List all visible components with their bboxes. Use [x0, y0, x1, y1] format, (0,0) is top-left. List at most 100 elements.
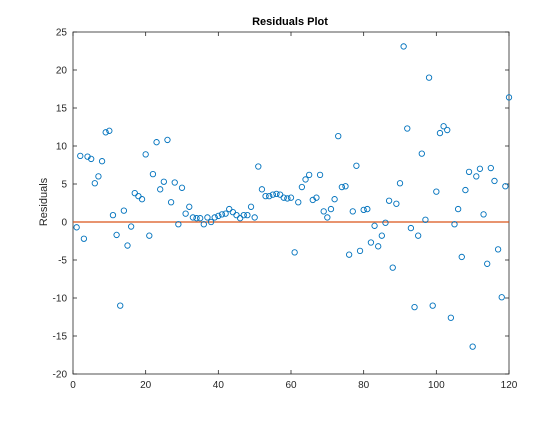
data-point — [226, 205, 233, 213]
data-point — [280, 194, 287, 201]
data-point — [287, 194, 295, 201]
data-point — [258, 186, 266, 193]
data-point — [345, 251, 353, 258]
data-point — [433, 188, 440, 195]
data-point — [407, 224, 415, 232]
data-point — [295, 199, 302, 206]
data-point — [167, 199, 175, 206]
data-point — [505, 94, 513, 101]
data-point — [138, 196, 146, 203]
data-point — [367, 239, 375, 246]
data-point — [218, 211, 226, 218]
data-point — [157, 186, 164, 193]
data-point — [222, 210, 229, 217]
data-point — [142, 151, 149, 158]
data-point — [396, 180, 404, 187]
data-point — [476, 165, 484, 172]
data-point — [400, 43, 407, 50]
data-point — [320, 208, 327, 215]
y-tick-label: -15 — [53, 332, 68, 343]
data-point — [193, 215, 200, 222]
data-point — [338, 183, 346, 191]
data-point — [207, 218, 215, 226]
data-point — [331, 196, 338, 203]
data-point — [462, 186, 469, 194]
data-point — [255, 163, 262, 170]
data-point — [429, 302, 436, 309]
data-point — [233, 212, 240, 219]
data-point — [422, 216, 429, 223]
data-point — [494, 246, 502, 253]
data-point — [480, 211, 487, 218]
data-point — [244, 212, 251, 219]
data-point — [189, 214, 197, 221]
data-point — [324, 214, 331, 221]
data-point — [382, 219, 389, 226]
data-point — [436, 129, 444, 137]
data-point — [91, 180, 98, 187]
data-point — [215, 212, 222, 220]
data-point — [240, 212, 247, 219]
data-point — [298, 183, 306, 191]
data-point — [385, 197, 393, 204]
data-point — [484, 260, 491, 267]
y-tick-label: -10 — [53, 294, 68, 305]
data-point — [444, 126, 451, 134]
data-point — [171, 179, 178, 186]
data-point — [378, 232, 385, 239]
data-point — [451, 221, 458, 228]
data-point — [251, 214, 258, 221]
data-point — [164, 136, 171, 144]
data-point — [266, 193, 273, 200]
chart-title: Residuals Plot — [252, 16, 328, 28]
data-point — [440, 123, 447, 130]
y-tick-label: -5 — [58, 256, 67, 267]
data-point — [124, 242, 131, 249]
data-point — [415, 232, 422, 239]
y-axis-label: Residuals — [38, 177, 50, 226]
data-point — [160, 178, 167, 185]
data-point — [306, 171, 313, 179]
data-point — [487, 164, 494, 172]
data-point — [375, 243, 382, 250]
data-point — [98, 158, 106, 165]
data-point — [353, 162, 360, 169]
data-point — [117, 302, 124, 309]
data-point — [153, 139, 160, 146]
data-point — [502, 183, 509, 190]
y-tick-label: 20 — [56, 66, 68, 77]
data-point — [131, 189, 138, 197]
data-point — [349, 208, 356, 215]
data-point — [404, 125, 411, 132]
data-point — [269, 191, 276, 198]
data-point — [204, 214, 211, 221]
y-tick-label: 5 — [61, 180, 67, 191]
data-point — [73, 224, 80, 231]
data-point — [135, 193, 142, 200]
data-point — [200, 221, 207, 228]
x-tick-label: 40 — [213, 380, 225, 391]
y-tick-label: 10 — [56, 142, 68, 153]
data-point — [109, 212, 117, 219]
data-point — [498, 294, 505, 301]
data-point — [95, 173, 102, 180]
data-point — [393, 200, 400, 207]
data-point — [371, 222, 378, 229]
data-point — [364, 205, 371, 213]
data-point — [389, 264, 396, 271]
data-point — [342, 183, 349, 190]
data-point — [360, 206, 367, 213]
data-point — [327, 205, 335, 213]
data-point — [316, 171, 324, 179]
y-tick-label: 0 — [61, 218, 67, 229]
data-point — [236, 215, 244, 222]
data-point — [80, 235, 88, 242]
data-point — [102, 129, 109, 136]
data-point — [262, 193, 269, 200]
data-point — [356, 247, 364, 255]
x-tick-label: 100 — [428, 380, 445, 391]
x-tick-label: 80 — [358, 380, 370, 391]
data-point — [88, 155, 95, 163]
